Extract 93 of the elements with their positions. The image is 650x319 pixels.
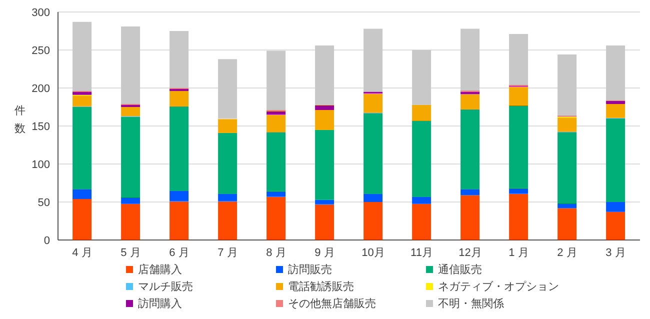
bar xyxy=(460,28,480,90)
legend-label: 通信販売 xyxy=(438,262,482,277)
bar xyxy=(606,104,626,118)
bar xyxy=(72,107,92,190)
x-tick-label: 10月 xyxy=(362,246,385,259)
bar xyxy=(558,204,577,208)
bar xyxy=(412,196,432,204)
bar xyxy=(606,118,626,202)
legend-label: ネガティブ・オプション xyxy=(438,280,559,294)
legend-label: マルチ販売 xyxy=(138,280,193,294)
bar xyxy=(460,195,480,240)
x-tick-label: 7 月 xyxy=(218,246,238,259)
bar xyxy=(315,130,334,200)
y-tick-label: 100 xyxy=(32,158,50,171)
x-tick-label: 8 月 xyxy=(266,246,286,259)
bar xyxy=(412,120,432,197)
bar xyxy=(315,110,334,130)
y-tick-label: 50 xyxy=(38,196,50,209)
y-axis-title: 件数 xyxy=(14,105,26,135)
bar xyxy=(412,104,432,121)
bar xyxy=(606,100,626,104)
legend-label: 店舗購入 xyxy=(138,262,182,277)
bar xyxy=(170,31,189,88)
x-tick-label: 4 月 xyxy=(72,246,92,259)
bar xyxy=(509,194,528,240)
bar xyxy=(412,204,432,240)
bar xyxy=(606,45,626,100)
bar xyxy=(218,119,238,133)
x-tick-label: 1 月 xyxy=(508,246,529,259)
bar xyxy=(72,96,92,106)
bar xyxy=(266,196,286,240)
bar xyxy=(558,208,577,240)
bar xyxy=(121,204,140,240)
bar xyxy=(606,202,626,212)
bar xyxy=(558,54,577,116)
bar xyxy=(460,109,480,190)
bar xyxy=(509,34,528,85)
legend-label: 訪問販売 xyxy=(288,262,332,277)
y-tick-label: 150 xyxy=(32,120,50,133)
bar xyxy=(364,194,383,202)
x-tick-label: 3 月 xyxy=(606,246,626,259)
bar xyxy=(364,28,383,92)
bar xyxy=(315,45,334,105)
bar xyxy=(72,189,92,199)
bar xyxy=(364,93,383,112)
bar xyxy=(509,188,528,194)
bar xyxy=(72,92,92,95)
bar xyxy=(509,105,528,188)
y-tick-label: 200 xyxy=(32,82,50,95)
bar xyxy=(509,86,528,106)
y-tick-label: 250 xyxy=(32,44,50,57)
bar xyxy=(121,197,140,204)
bar xyxy=(558,118,577,132)
bar xyxy=(315,200,334,204)
bar xyxy=(218,132,238,194)
bar xyxy=(266,50,286,110)
bar xyxy=(72,198,92,240)
bar xyxy=(170,106,189,191)
bar xyxy=(72,22,92,92)
bar xyxy=(170,190,189,202)
bar xyxy=(218,194,238,202)
bar xyxy=(460,94,480,110)
y-tick-label: 300 xyxy=(32,6,50,19)
bar xyxy=(364,202,383,240)
legend-label: 電話勧誘販売 xyxy=(288,280,354,294)
bar xyxy=(558,132,577,204)
y-tick-label: 0 xyxy=(44,234,50,247)
bar xyxy=(460,189,480,196)
x-tick-label: 12月 xyxy=(458,246,482,259)
bar xyxy=(266,112,286,115)
bar xyxy=(121,107,140,116)
bar xyxy=(266,191,286,197)
bar xyxy=(170,201,189,240)
bar xyxy=(364,113,383,194)
legend-label: 訪問購入 xyxy=(138,296,182,311)
bar xyxy=(315,105,334,110)
bar xyxy=(121,26,140,104)
bar xyxy=(218,201,238,240)
x-tick-label: 9 月 xyxy=(314,246,335,259)
bar xyxy=(315,204,334,240)
bar xyxy=(121,116,140,198)
x-tick-label: 6 月 xyxy=(169,246,190,259)
bar xyxy=(606,212,626,240)
x-tick-label: 11月 xyxy=(410,246,433,259)
bar xyxy=(266,132,286,192)
bar xyxy=(218,59,238,118)
bar xyxy=(170,91,189,106)
bar xyxy=(412,50,432,105)
x-tick-label: 2 月 xyxy=(557,246,578,259)
x-tick-label: 5 月 xyxy=(120,246,141,259)
legend-label: 不明・無関係 xyxy=(438,297,504,311)
legend-label: その他無店舗販売 xyxy=(288,296,376,311)
bar xyxy=(266,114,286,132)
